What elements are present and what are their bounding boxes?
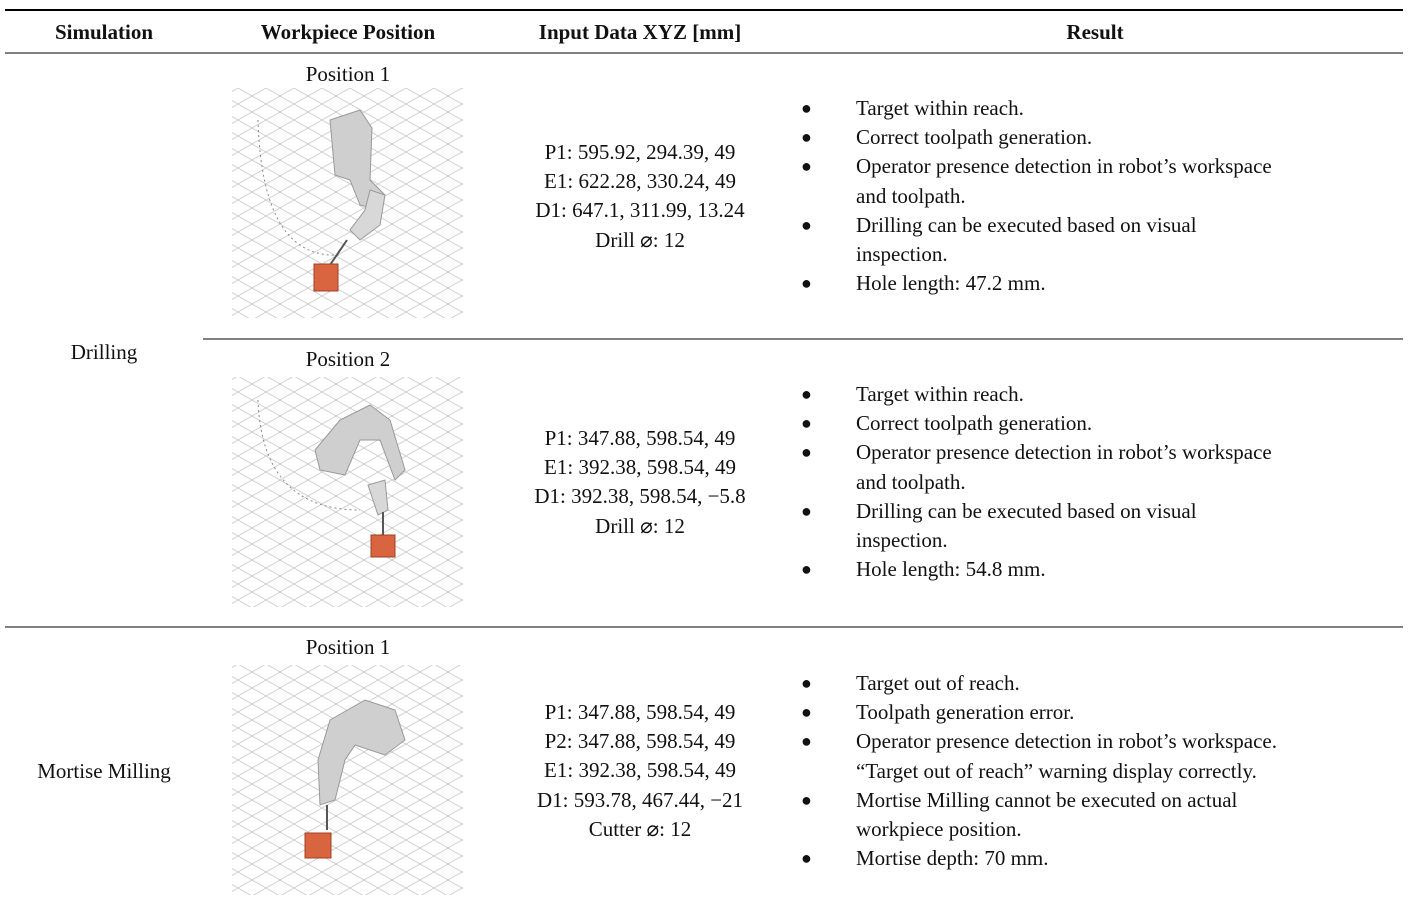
bullet: ● bbox=[801, 669, 812, 698]
header-cell: Simulation bbox=[55, 18, 153, 47]
result-text: Hole length: 54.8 mm. bbox=[856, 555, 1046, 584]
bullet: ● bbox=[801, 438, 812, 467]
result-text: Operator presence detection in robot’s w… bbox=[856, 727, 1277, 756]
bullet: ● bbox=[801, 269, 812, 298]
bullet: ● bbox=[801, 786, 812, 815]
result-text: and toolpath. bbox=[856, 182, 966, 211]
simulation-name: Mortise Milling bbox=[37, 757, 171, 786]
bullet: ● bbox=[801, 409, 812, 438]
input-line: D1: 593.78, 467.44, −21 bbox=[537, 786, 743, 815]
input-line: Drill ⌀: 12 bbox=[595, 512, 685, 541]
simulation-image bbox=[232, 88, 463, 318]
result-text: Mortise Milling cannot be executed on ac… bbox=[856, 786, 1237, 815]
result-text: “Target out of reach” warning display co… bbox=[856, 757, 1257, 786]
bullet: ● bbox=[801, 94, 812, 123]
position-label: Position 2 bbox=[306, 345, 391, 374]
position-label: Position 1 bbox=[306, 633, 391, 662]
input-line: D1: 647.1, 311.99, 13.24 bbox=[535, 196, 744, 225]
bullet: ● bbox=[801, 727, 812, 756]
result-text: Operator presence detection in robot’s w… bbox=[856, 152, 1272, 181]
result-text: inspection. bbox=[856, 240, 948, 269]
bullet: ● bbox=[801, 497, 812, 526]
result-text: Hole length: 47.2 mm. bbox=[856, 269, 1046, 298]
simulation-image bbox=[232, 377, 463, 607]
position-label: Position 1 bbox=[306, 60, 391, 89]
result-text: workpiece position. bbox=[856, 815, 1022, 844]
result-text: Mortise depth: 70 mm. bbox=[856, 844, 1049, 873]
input-line: P1: 347.88, 598.54, 49 bbox=[545, 424, 736, 453]
bullet: ● bbox=[801, 380, 812, 409]
result-text: Target within reach. bbox=[856, 94, 1024, 123]
bullet: ● bbox=[801, 152, 812, 181]
input-line: E1: 622.28, 330.24, 49 bbox=[544, 167, 736, 196]
bullet: ● bbox=[801, 211, 812, 240]
result-text: inspection. bbox=[856, 526, 948, 555]
result-text: Drilling can be executed based on visual bbox=[856, 497, 1197, 526]
header-cell: Workpiece Position bbox=[261, 18, 435, 47]
table-page: Simulation Workpiece Position Input Data X… bbox=[0, 0, 1408, 912]
simulation-image bbox=[232, 665, 463, 895]
input-line: P1: 595.92, 294.39, 49 bbox=[545, 138, 736, 167]
bullet: ● bbox=[801, 844, 812, 873]
input-line: D1: 392.38, 598.54, −5.8 bbox=[534, 482, 745, 511]
result-text: and toolpath. bbox=[856, 468, 966, 497]
bullet: ● bbox=[801, 123, 812, 152]
input-line: P1: 347.88, 598.54, 49 bbox=[545, 698, 736, 727]
result-text: Target within reach. bbox=[856, 380, 1024, 409]
bullet: ● bbox=[801, 555, 812, 584]
result-text: Operator presence detection in robot’s w… bbox=[856, 438, 1272, 467]
input-line: Cutter ⌀: 12 bbox=[589, 815, 691, 844]
result-text: Toolpath generation error. bbox=[856, 698, 1074, 727]
result-text: Correct toolpath generation. bbox=[856, 123, 1092, 152]
header-cell: Input Data XYZ [mm] bbox=[539, 18, 741, 47]
input-line: E1: 392.38, 598.54, 49 bbox=[544, 756, 736, 785]
input-line: E1: 392.38, 598.54, 49 bbox=[544, 453, 736, 482]
header-cell: Result bbox=[1066, 18, 1123, 47]
result-text: Drilling can be executed based on visual bbox=[856, 211, 1197, 240]
result-text: Correct toolpath generation. bbox=[856, 409, 1092, 438]
input-line: P2: 347.88, 598.54, 49 bbox=[545, 727, 736, 756]
input-line: Drill ⌀: 12 bbox=[595, 226, 685, 255]
result-text: Target out of reach. bbox=[856, 669, 1020, 698]
simulation-name: Drilling bbox=[71, 338, 138, 367]
bullet: ● bbox=[801, 698, 812, 727]
